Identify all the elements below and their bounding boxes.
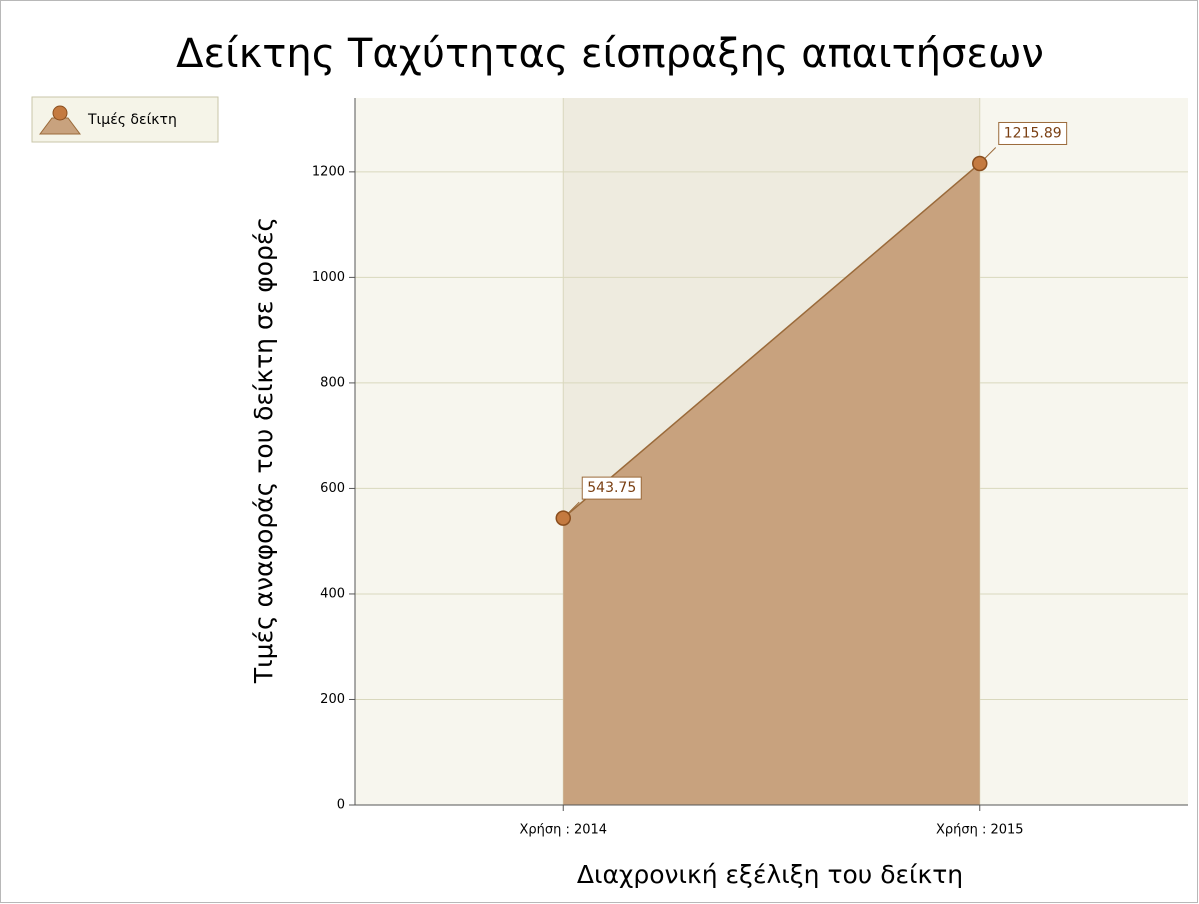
y-tick-label: 1200: [312, 164, 345, 179]
legend-icon: [39, 117, 81, 135]
area: [563, 163, 980, 805]
line: [562, 162, 981, 519]
data-label-box: [998, 121, 1068, 145]
legend-icon: [52, 105, 68, 121]
legend-label: Τιμές δείκτη: [87, 112, 177, 128]
x-axis-title: Διαχρονική εξέλιξη του δείκτη: [577, 860, 963, 889]
y-tick-label: 800: [320, 375, 345, 390]
y-tick-label: 200: [320, 692, 345, 707]
x-tick-label: Χρήση : 2014: [519, 823, 607, 838]
marker: [555, 510, 571, 526]
marker: [972, 155, 988, 172]
y-tick-label: 400: [320, 586, 345, 601]
y-tick-label: 1000: [312, 270, 345, 285]
y-tick-label: 0: [337, 798, 345, 813]
legend: Τιμές δείκτη: [31, 96, 219, 143]
x-tick-label: Χρήση : 2015: [936, 823, 1024, 838]
data-label: 543.75: [587, 480, 636, 496]
y-axis-title: Τιμές αναφοράς του δείκτη σε φορές: [249, 217, 278, 684]
data-label-box: [581, 476, 642, 500]
data-label: 1215.89: [1004, 125, 1062, 141]
y-tick-label: 600: [320, 481, 345, 496]
chart-title: Δείκτης Ταχύτητας είσπραξης απαιτήσεων: [176, 31, 1044, 77]
